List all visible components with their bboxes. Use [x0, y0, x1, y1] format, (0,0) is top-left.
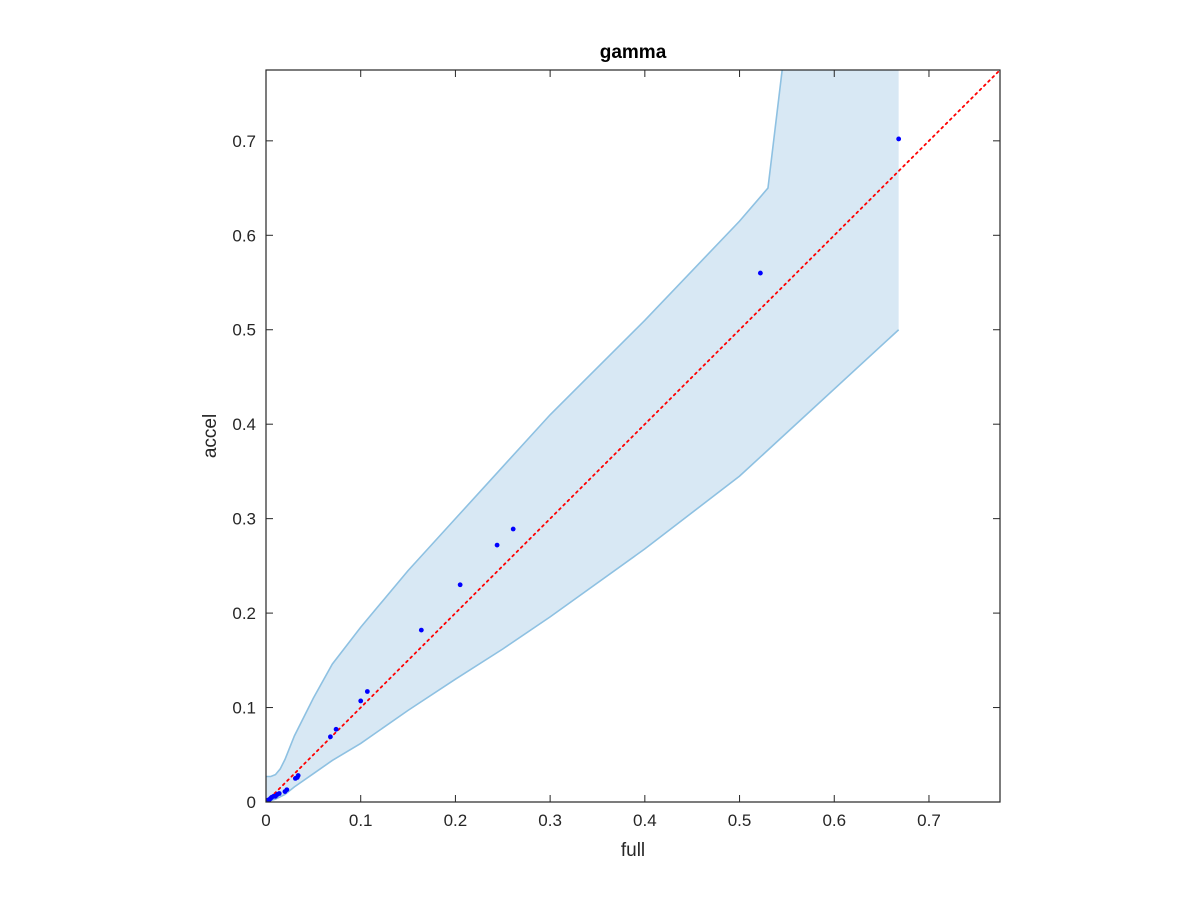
x-tick-label: 0.6: [822, 811, 846, 830]
chart-title: gamma: [600, 42, 667, 63]
data-point: [284, 787, 290, 793]
data-point: [510, 526, 516, 532]
x-tick-label: 0.1: [349, 811, 373, 830]
data-point: [418, 627, 424, 633]
x-tick-label: 0.3: [538, 811, 562, 830]
confidence-band: [266, 70, 899, 802]
data-point: [328, 734, 333, 740]
y-tick-label: 0.1: [232, 699, 256, 718]
y-tick-label: 0.7: [232, 132, 256, 151]
data-point: [757, 270, 763, 276]
data-point: [364, 689, 370, 694]
axes-box: [265, 69, 1001, 803]
y-tick-label: 0.6: [232, 226, 256, 245]
plot-area: 0 0.1 0.2 0.3 0.4 0.5 0.6 0.7 0 0.1 0.2 0.3 0.4 0.5 0.…: [232, 69, 1001, 830]
x-tick-label: 0: [261, 811, 270, 830]
data-point: [494, 542, 500, 548]
x-axis-label: full: [621, 840, 645, 861]
reference-line: [266, 70, 1000, 802]
x-tick-label: 0.4: [633, 811, 657, 830]
data-point: [358, 698, 364, 704]
y-axis-label: accel: [200, 414, 221, 458]
y-tick-label: 0.5: [232, 321, 256, 340]
data-point: [457, 582, 463, 588]
x-tick-label: 0.7: [917, 811, 941, 830]
y-tick-label: 0.2: [232, 604, 256, 623]
y-tick-label: 0.4: [232, 415, 256, 434]
band-upper-edge: [266, 70, 783, 778]
x-tick-label: 0.2: [444, 811, 468, 830]
x-tick-label: 0.5: [728, 811, 752, 830]
data-point: [333, 726, 339, 732]
data-point: [276, 791, 282, 796]
data-point: [896, 136, 902, 142]
y-tick-label: 0.3: [232, 510, 256, 529]
data-point: [295, 773, 301, 778]
y-tick-label: 0: [247, 793, 256, 812]
plot-interior: [266, 70, 1000, 802]
